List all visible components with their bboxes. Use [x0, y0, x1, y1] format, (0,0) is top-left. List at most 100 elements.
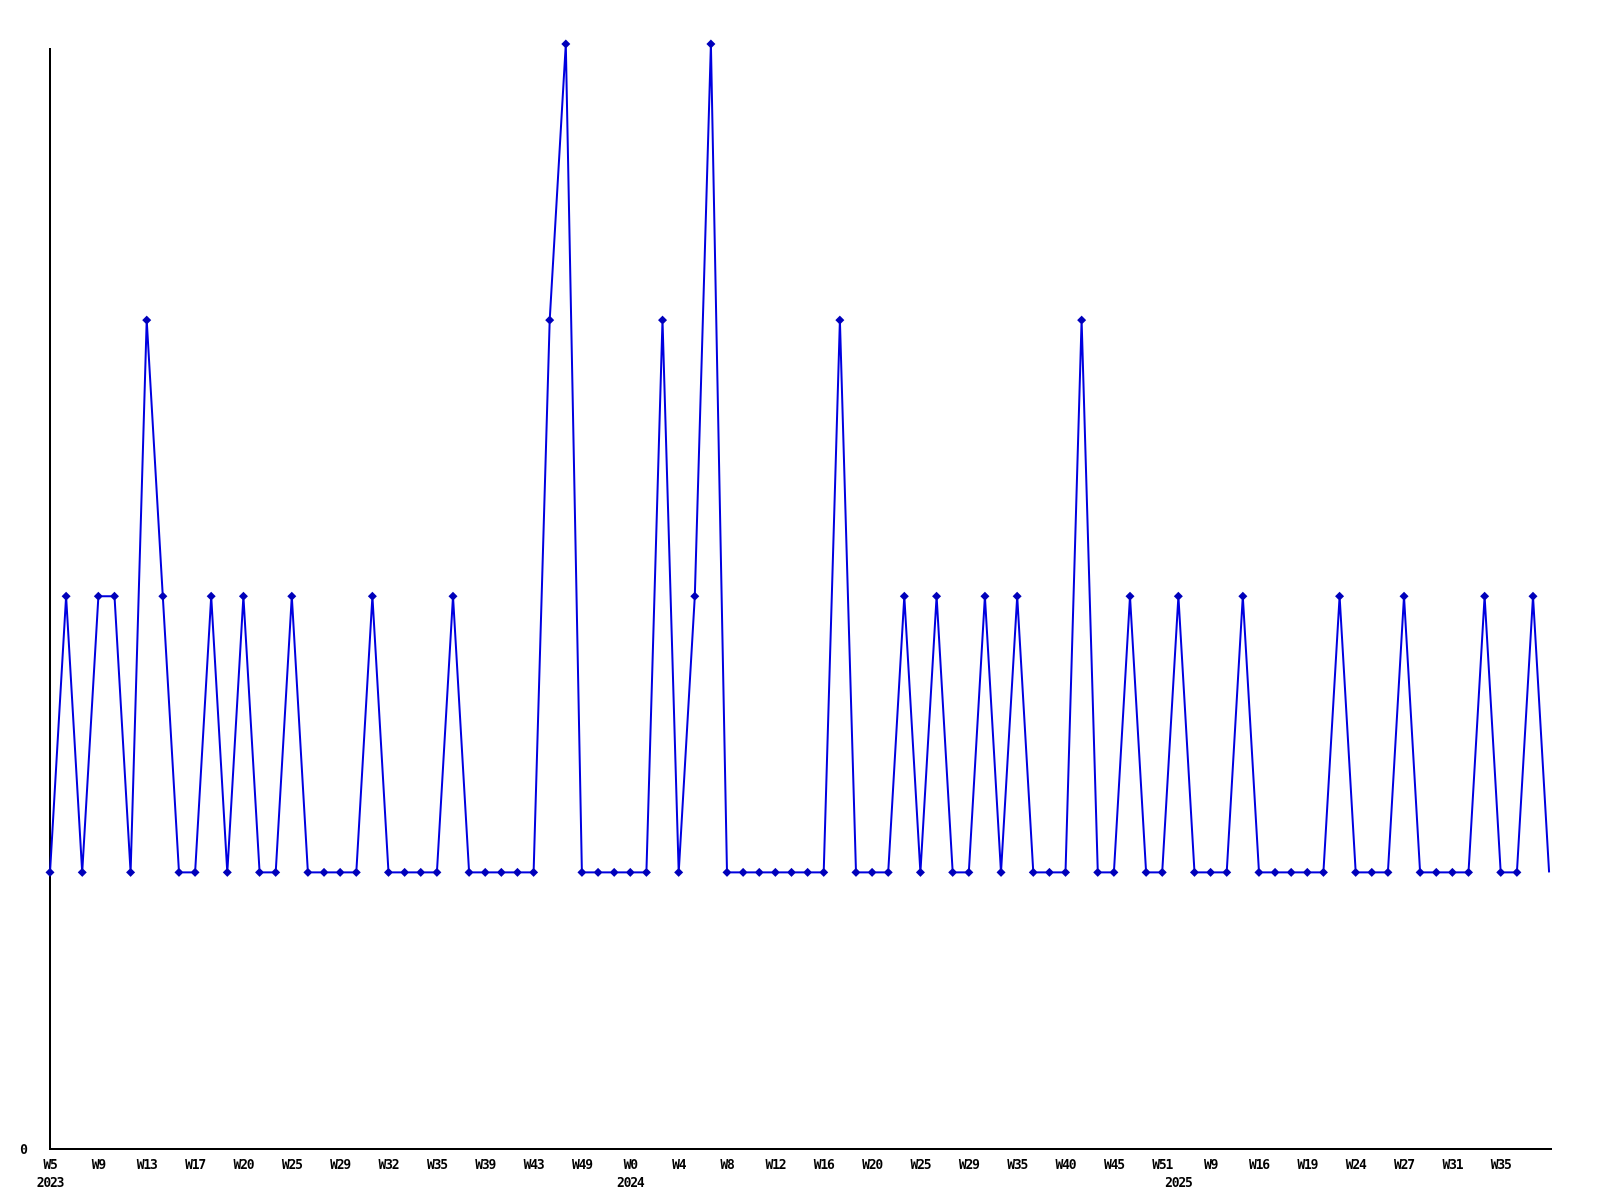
data-point-marker [577, 867, 587, 877]
data-point-marker [432, 867, 442, 877]
data-point-marker [722, 867, 732, 877]
data-point-marker [883, 867, 893, 877]
data-point-marker [609, 867, 619, 877]
x-tick-label: W20 [233, 1158, 254, 1173]
data-point-marker [980, 591, 990, 601]
y-axis-zero-label: 0 [20, 1143, 28, 1158]
data-point-marker [271, 867, 281, 877]
data-point-marker [835, 315, 845, 325]
data-point-marker [932, 591, 942, 601]
x-tick-label: W24 [1346, 1158, 1367, 1173]
data-point-markers [45, 39, 1538, 877]
data-point-marker [803, 867, 813, 877]
data-point-marker [1238, 591, 1248, 601]
x-tick-label: W17 [185, 1158, 205, 1173]
x-tick-label: W29 [330, 1158, 350, 1173]
data-point-marker [1496, 867, 1506, 877]
x-tick-label: W16 [814, 1158, 835, 1173]
data-point-marker [1399, 591, 1409, 601]
year-label: 2023 [37, 1176, 64, 1191]
data-point-marker [851, 867, 861, 877]
data-point-marker [706, 39, 716, 49]
data-point-marker [1270, 867, 1280, 877]
x-tick-label: W27 [1394, 1158, 1414, 1173]
data-point-marker [335, 867, 345, 877]
data-point-marker [238, 591, 248, 601]
data-point-marker [142, 315, 152, 325]
data-point-marker [1302, 867, 1312, 877]
data-point-marker [319, 867, 329, 877]
data-point-marker [1157, 867, 1167, 877]
x-tick-label: W9 [1204, 1158, 1218, 1173]
data-point-marker [915, 867, 925, 877]
data-point-marker [1125, 591, 1135, 601]
data-point-marker [819, 867, 829, 877]
data-point-marker [222, 867, 232, 877]
data-point-marker [1109, 867, 1119, 877]
data-point-marker [964, 867, 974, 877]
data-point-marker [1141, 867, 1151, 877]
x-tick-label: W5 [43, 1158, 57, 1173]
data-point-marker [512, 867, 522, 877]
data-point-marker [1254, 867, 1264, 877]
data-point-marker [1189, 867, 1199, 877]
x-tick-label: W45 [1104, 1158, 1124, 1173]
data-point-marker [1447, 867, 1457, 877]
data-point-marker [545, 315, 555, 325]
data-point-marker [1206, 867, 1216, 877]
data-point-marker [1367, 867, 1377, 877]
data-point-marker [1335, 591, 1345, 601]
x-tick-label: W8 [720, 1158, 735, 1173]
data-point-marker [367, 591, 377, 601]
data-point-marker [1431, 867, 1441, 877]
x-tick-label: W20 [862, 1158, 883, 1173]
data-point-marker [1318, 867, 1328, 877]
data-point-marker [899, 591, 909, 601]
x-axis-year-labels: 2023 2024 2025 [37, 1176, 1193, 1191]
data-point-marker [45, 867, 55, 877]
data-point-marker [625, 867, 635, 877]
data-point-marker [674, 867, 684, 877]
data-point-marker [1044, 867, 1054, 877]
x-tick-label: W25 [282, 1158, 302, 1173]
year-label: 2024 [617, 1176, 645, 1191]
data-point-marker [351, 867, 361, 877]
x-tick-label: W35 [1007, 1158, 1027, 1173]
data-point-marker [641, 867, 651, 877]
data-point-marker [529, 867, 539, 877]
data-point-marker [1351, 867, 1361, 877]
data-series-line [49, 43, 1551, 874]
x-tick-label: W12 [765, 1158, 785, 1173]
data-point-marker [158, 591, 168, 601]
data-point-marker [996, 867, 1006, 877]
data-point-marker [1415, 867, 1425, 877]
x-tick-label: W43 [524, 1158, 544, 1173]
data-point-marker [658, 315, 668, 325]
x-tick-label: W0 [624, 1158, 639, 1173]
data-point-marker [1480, 591, 1490, 601]
data-point-marker [287, 591, 297, 601]
year-label: 2025 [1165, 1176, 1192, 1191]
data-point-marker [190, 867, 200, 877]
x-tick-label: W39 [475, 1158, 495, 1173]
data-point-marker [1464, 867, 1474, 877]
data-point-marker [448, 591, 458, 601]
data-point-marker [77, 867, 87, 877]
x-tick-label: W31 [1442, 1158, 1463, 1173]
data-point-marker [400, 867, 410, 877]
data-point-marker [1222, 867, 1232, 877]
data-point-marker [480, 867, 490, 877]
x-tick-label: W40 [1056, 1158, 1077, 1173]
data-point-marker [416, 867, 426, 877]
data-point-marker [1077, 315, 1087, 325]
data-point-marker [1286, 867, 1296, 877]
x-tick-label: W19 [1297, 1158, 1317, 1173]
data-point-marker [61, 591, 71, 601]
x-tick-label: W49 [572, 1158, 592, 1173]
data-point-marker [303, 867, 313, 877]
data-point-marker [1512, 867, 1522, 877]
data-point-marker [948, 867, 958, 877]
data-point-marker [1093, 867, 1103, 877]
